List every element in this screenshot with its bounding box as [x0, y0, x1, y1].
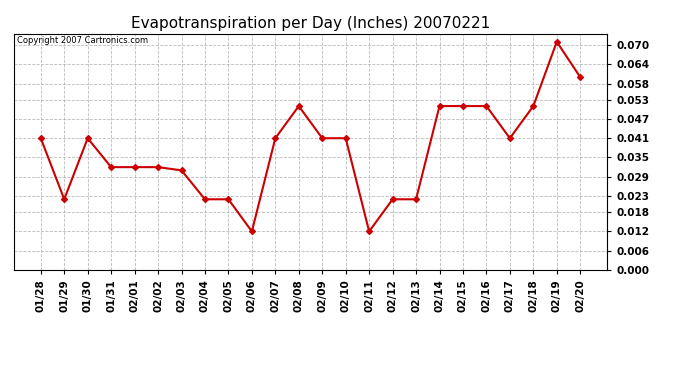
Title: Evapotranspiration per Day (Inches) 20070221: Evapotranspiration per Day (Inches) 2007…: [131, 16, 490, 31]
Text: Copyright 2007 Cartronics.com: Copyright 2007 Cartronics.com: [17, 36, 148, 45]
